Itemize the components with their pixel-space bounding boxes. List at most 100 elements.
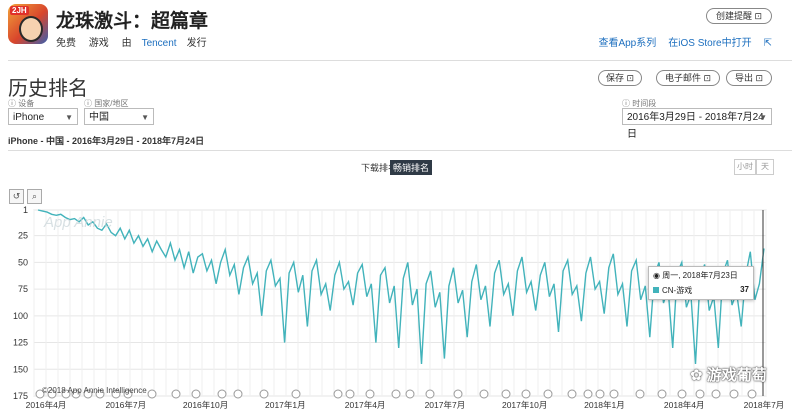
chart-subtitle: iPhone - 中国 - 2016年3月29日 - 2018年7月24日 bbox=[8, 136, 205, 146]
wechat-icon: ✿ bbox=[690, 367, 703, 384]
magnifier-icon[interactable]: ⌕ bbox=[27, 189, 42, 204]
event-marker[interactable] bbox=[609, 389, 619, 399]
event-marker[interactable] bbox=[695, 389, 705, 399]
event-marker[interactable] bbox=[635, 389, 645, 399]
x-tick-label: 2017年1月 bbox=[265, 400, 306, 410]
x-tick-label: 2016年4月 bbox=[26, 400, 67, 410]
app-icon-character bbox=[19, 16, 43, 42]
app-annie-watermark: App Annie bbox=[44, 214, 113, 231]
tab-grossing-rank[interactable]: 畅销排名 bbox=[390, 160, 433, 175]
email-button[interactable]: 电子邮件 ⊡ bbox=[656, 70, 720, 86]
app-publisher: 由 Tencent 发行 bbox=[122, 38, 217, 49]
event-marker[interactable] bbox=[233, 389, 243, 399]
brand-watermark-text: 游戏葡萄 bbox=[706, 367, 767, 384]
app-icon: 2JH bbox=[8, 4, 48, 44]
y-tick-label: 175 bbox=[13, 391, 28, 401]
event-marker[interactable] bbox=[171, 389, 181, 399]
event-marker[interactable] bbox=[425, 389, 435, 399]
event-marker[interactable] bbox=[217, 389, 227, 399]
header-links: 查看App系列 在iOS Store中打开 ⇱ bbox=[586, 34, 772, 49]
event-marker[interactable] bbox=[191, 389, 201, 399]
event-marker[interactable] bbox=[521, 389, 531, 399]
publisher-suffix: 发行 bbox=[186, 38, 207, 49]
event-marker[interactable] bbox=[595, 389, 605, 399]
x-tick-label: 2018年4月 bbox=[664, 400, 705, 410]
event-marker[interactable] bbox=[291, 389, 301, 399]
device-select[interactable]: iPhone ▼ bbox=[8, 108, 78, 125]
event-marker[interactable] bbox=[147, 389, 157, 399]
y-tick-label: 125 bbox=[13, 338, 28, 348]
event-marker[interactable] bbox=[71, 389, 81, 399]
lock-icon: ⊡ bbox=[754, 11, 763, 21]
event-marker[interactable] bbox=[391, 389, 401, 399]
chevron-down-icon: ▼ bbox=[759, 113, 767, 122]
undo-icon[interactable]: ↺ bbox=[9, 189, 24, 204]
event-marker[interactable] bbox=[711, 389, 721, 399]
publisher-link[interactable]: Tencent bbox=[141, 38, 177, 49]
event-marker[interactable] bbox=[345, 389, 355, 399]
info-icon: ⓘ bbox=[622, 99, 630, 108]
device-label-text: 设备 bbox=[18, 99, 35, 108]
chevron-down-icon: ▼ bbox=[141, 113, 149, 122]
create-alert-button[interactable]: 创建提醒 ⊡ bbox=[706, 8, 772, 24]
open-ios-store-link[interactable]: 在iOS Store中打开 bbox=[668, 38, 752, 49]
event-marker[interactable] bbox=[567, 389, 577, 399]
export-button[interactable]: 导出 ⊡ bbox=[726, 70, 772, 86]
x-tick-label: 2016年7月 bbox=[105, 400, 146, 410]
event-marker[interactable] bbox=[501, 389, 511, 399]
x-tick-label: 2018年1月 bbox=[584, 400, 625, 410]
save-button[interactable]: 保存 ⊡ bbox=[598, 70, 642, 86]
header-divider bbox=[8, 60, 792, 61]
country-select[interactable]: 中国 ▼ bbox=[84, 108, 154, 125]
chart-tooltip: ◉ 周一, 2018年7月23日 CN-游戏 37 bbox=[648, 266, 754, 300]
event-marker[interactable] bbox=[47, 389, 57, 399]
subtitle-divider bbox=[8, 150, 792, 151]
external-link-icon: ⇱ bbox=[763, 38, 772, 49]
chevron-down-icon: ▼ bbox=[65, 113, 73, 122]
event-marker[interactable] bbox=[111, 389, 121, 399]
plot-area bbox=[33, 209, 767, 397]
tooltip-date-row: ◉ 周一, 2018年7月23日 bbox=[653, 270, 738, 281]
period-label-text: 时间段 bbox=[632, 99, 657, 108]
event-marker[interactable] bbox=[259, 389, 269, 399]
copyright: ©2018 App Annie Intelligence bbox=[42, 386, 147, 395]
event-marker[interactable] bbox=[123, 389, 133, 399]
event-marker[interactable] bbox=[365, 389, 375, 399]
event-marker[interactable] bbox=[61, 389, 71, 399]
event-marker[interactable] bbox=[83, 389, 93, 399]
y-tick-label: 50 bbox=[18, 257, 28, 267]
period-select[interactable]: 2016年3月29日 - 2018年7月24日 ▼ bbox=[622, 108, 772, 140]
period-label: ⓘ 时间段 bbox=[622, 98, 656, 109]
email-label: 电子邮件 bbox=[664, 73, 701, 83]
save-label: 保存 bbox=[605, 73, 624, 83]
event-marker[interactable] bbox=[479, 389, 489, 399]
event-marker[interactable] bbox=[333, 389, 343, 399]
event-marker[interactable] bbox=[453, 389, 463, 399]
tooltip-date: 周一, 2018年7月23日 bbox=[662, 271, 738, 280]
granularity-hourly-button[interactable]: 小时 bbox=[734, 159, 756, 175]
granularity-daily-button[interactable]: 天 bbox=[756, 159, 774, 175]
y-tick-label: 1 bbox=[23, 205, 28, 215]
event-marker[interactable] bbox=[35, 389, 45, 399]
x-tick-label: 2017年4月 bbox=[345, 400, 386, 410]
event-marker[interactable] bbox=[543, 389, 553, 399]
event-marker[interactable] bbox=[747, 389, 757, 399]
country-label-text: 国家/地区 bbox=[94, 99, 129, 108]
lock-icon: ⊡ bbox=[703, 73, 712, 83]
event-marker[interactable] bbox=[657, 389, 667, 399]
event-marker[interactable] bbox=[677, 389, 687, 399]
event-marker[interactable] bbox=[95, 389, 105, 399]
tooltip-series: CN-游戏 bbox=[662, 286, 693, 295]
export-label: 导出 bbox=[734, 73, 753, 83]
app-price: 免费 bbox=[56, 38, 76, 49]
event-marker[interactable] bbox=[583, 389, 593, 399]
x-tick-label: 2017年10月 bbox=[502, 400, 547, 410]
y-tick-label: 25 bbox=[18, 231, 28, 241]
event-marker[interactable] bbox=[729, 389, 739, 399]
event-marker[interactable] bbox=[405, 389, 415, 399]
tab-download-rank[interactable]: 下载排名 bbox=[361, 163, 398, 173]
x-tick-label: 2017年7月 bbox=[425, 400, 466, 410]
view-series-link[interactable]: 查看App系列 bbox=[598, 38, 657, 49]
app-title: 龙珠激斗：超篇章 bbox=[56, 11, 209, 32]
